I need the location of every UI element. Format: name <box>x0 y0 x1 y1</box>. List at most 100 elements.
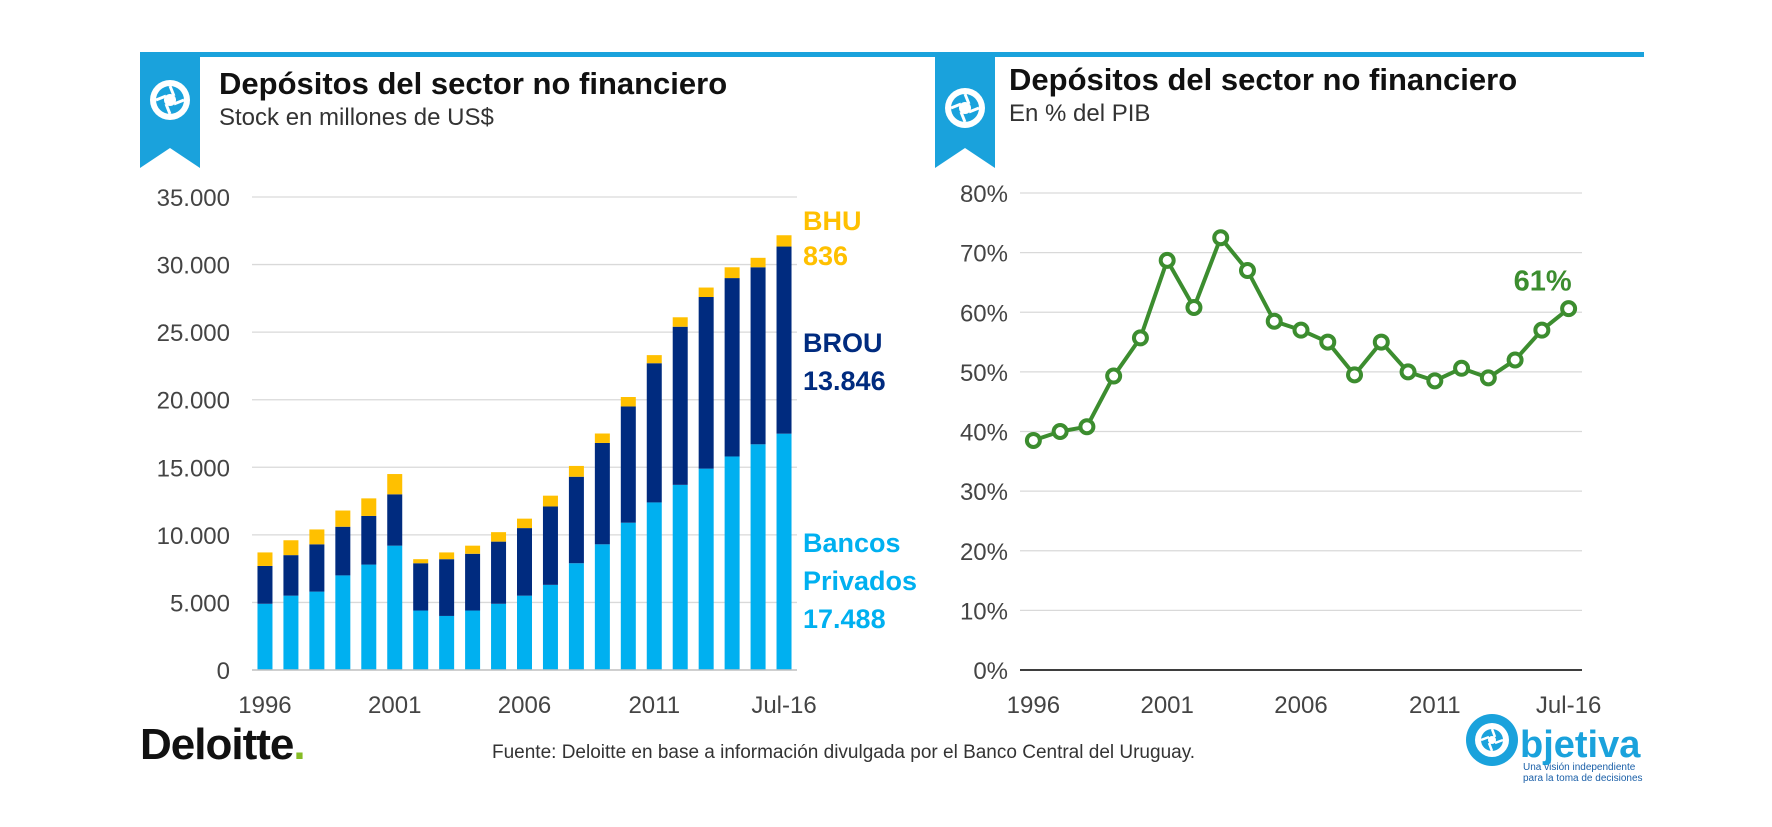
data-point <box>1051 423 1069 440</box>
bar-segment <box>361 498 377 516</box>
bar-segment <box>491 603 507 670</box>
bar-segment <box>517 528 532 596</box>
bar-segment <box>439 559 455 616</box>
data-point <box>1346 366 1364 384</box>
bar-segment <box>620 406 636 523</box>
bar-segment <box>620 522 636 670</box>
bar-segment <box>698 297 714 469</box>
bar-segment <box>309 544 325 592</box>
data-point <box>1399 363 1417 381</box>
data-point <box>1158 251 1176 269</box>
data-point <box>1212 229 1230 247</box>
bar-segment <box>724 456 740 670</box>
bar-segment <box>387 474 403 495</box>
series-label: 836 <box>803 241 848 271</box>
y-tick-label: 5.000 <box>170 590 230 617</box>
bar-segment <box>542 495 558 507</box>
x-tick-label: 2011 <box>1409 692 1461 719</box>
bar-segment <box>413 563 429 611</box>
bar-segment <box>309 529 325 545</box>
data-point <box>1319 333 1337 351</box>
x-tick-label: 2001 <box>1140 692 1193 719</box>
bar-segment <box>594 433 610 443</box>
data-point <box>1533 321 1551 339</box>
bar-segment <box>387 545 403 670</box>
y-tick-label: 30% <box>960 479 1008 506</box>
bar-segment <box>465 553 481 611</box>
bar-segment <box>257 565 273 604</box>
accent-bar <box>140 52 1644 57</box>
objetiva-word: bjetiva <box>1520 724 1641 766</box>
bar-segment <box>335 575 351 670</box>
series-label: Privados <box>803 566 917 596</box>
y-tick-label: 35.000 <box>157 185 230 212</box>
bar-segment <box>283 555 299 596</box>
series-label: BHU <box>803 206 862 236</box>
series-label: Bancos <box>803 528 901 558</box>
x-tick-label: 1996 <box>1007 692 1060 719</box>
data-point <box>1238 262 1256 280</box>
data-point <box>1078 418 1096 436</box>
bar-segment <box>387 494 403 546</box>
bar-segment <box>257 552 273 566</box>
right-chart-subtitle: En % del PIB <box>1009 100 1151 127</box>
bar-segment <box>413 559 429 564</box>
series-label: BROU <box>803 328 883 358</box>
bar-segment <box>672 317 688 327</box>
bar-segment <box>335 510 351 527</box>
bar-segment <box>646 363 662 503</box>
bar-segment <box>465 545 481 554</box>
bar-segment <box>517 595 532 670</box>
deposits-stock-bar-chart: 0 5.000 10.000 15.000 20.000 25.000 30.000 35.0… <box>157 185 917 719</box>
bar-segment <box>750 267 766 445</box>
bar-segment <box>620 397 636 407</box>
bar-segment <box>776 246 792 434</box>
x-tick-label: Jul-16 <box>1536 692 1601 719</box>
bar-segment <box>491 541 507 604</box>
left-chart-subtitle: Stock en millones de US$ <box>219 104 494 131</box>
data-point <box>1265 312 1283 330</box>
bar-segment <box>491 532 507 542</box>
bar-segment <box>257 603 273 670</box>
deloitte-word: Deloitte <box>140 720 294 769</box>
objetiva-tagline-2: para la toma de decisiones <box>1523 773 1643 784</box>
bar-segment <box>646 355 662 364</box>
objetiva-logo: bjetiva Una visión independiente para la… <box>1466 714 1643 784</box>
bar-segment <box>335 526 351 576</box>
data-point <box>1372 333 1390 351</box>
y-tick-label: 0% <box>973 658 1008 685</box>
y-tick-label: 80% <box>960 181 1008 208</box>
data-point <box>1024 431 1042 449</box>
series-line <box>1032 235 1570 443</box>
data-point <box>1292 321 1310 339</box>
end-value-label: 61% <box>1514 266 1572 298</box>
deloitte-dot: . <box>293 720 305 769</box>
bar-segment <box>594 544 610 670</box>
x-tick-label: 1996 <box>238 692 291 719</box>
y-tick-label: 20% <box>960 539 1008 566</box>
bar-segment <box>724 267 740 279</box>
bar-segment <box>439 615 455 670</box>
source-note: Fuente: Deloitte en base a información d… <box>492 742 1196 763</box>
data-point <box>1131 329 1149 347</box>
y-tick-label: 15.000 <box>157 455 230 482</box>
bar-segment <box>672 326 688 485</box>
bar-segment <box>568 563 584 670</box>
y-tick-label: 20.000 <box>157 388 230 415</box>
bar-segment <box>542 584 558 670</box>
series-label: 13.846 <box>803 366 886 396</box>
y-tick-label: 40% <box>960 420 1008 447</box>
deloitte-logo: Deloitte. <box>140 720 306 770</box>
bar-segment <box>776 433 792 670</box>
x-tick-label: Jul-16 <box>751 692 816 719</box>
bar-segment <box>672 484 688 670</box>
data-point <box>1453 359 1471 377</box>
bar-segment <box>776 235 792 247</box>
bar-segment <box>361 564 377 670</box>
x-tick-label: 2011 <box>628 692 680 719</box>
bar-segment <box>439 552 455 560</box>
bar-segment <box>698 287 714 298</box>
y-tick-label: 25.000 <box>157 320 230 347</box>
bar-segment <box>568 465 584 477</box>
